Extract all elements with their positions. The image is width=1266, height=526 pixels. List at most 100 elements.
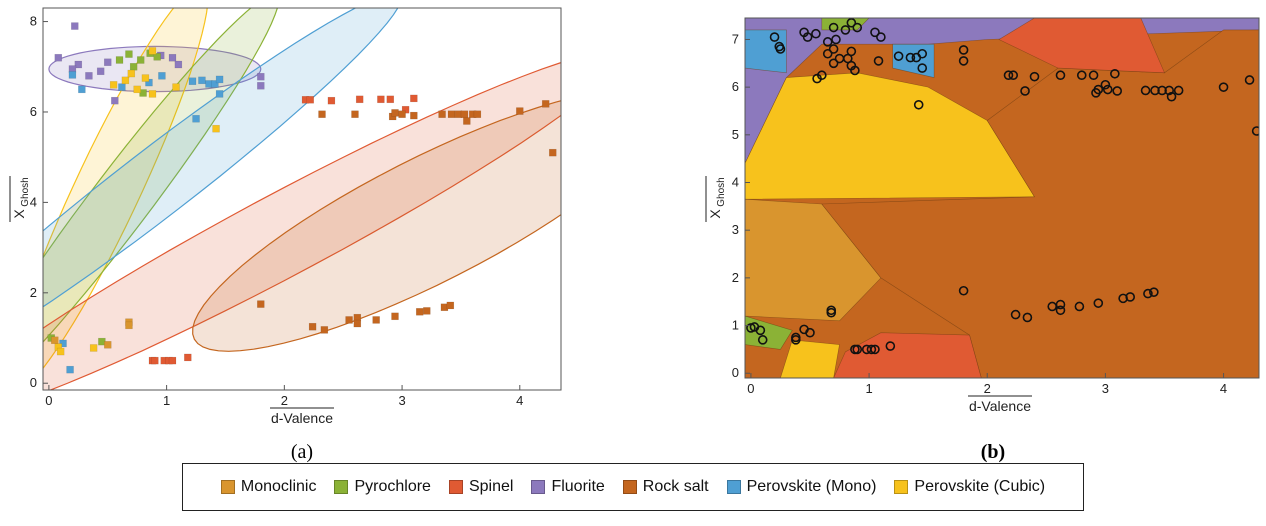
a-data-point [148,90,157,98]
a-data-point [351,110,359,118]
legend-item: Perovskite (Mono) [726,478,876,496]
a-data-point [51,336,59,345]
b-y-tick-label: 7 [732,31,739,46]
b-data-point [1140,85,1151,96]
panel-label-a: (a) [291,441,313,463]
legend-swatch [448,480,463,494]
b-data-point [1074,301,1085,312]
a-data-point [158,72,166,80]
b-data-point [917,63,928,73]
b-region-spinel [833,332,982,378]
legend-label: Fluorite [551,478,605,495]
a-data-point [188,77,197,85]
b-data-point [1100,79,1111,90]
a-data-point [410,111,418,120]
a-data-point [401,105,410,114]
a-data-point [89,344,98,352]
b-data-point [850,65,860,76]
b-data-point [1029,71,1040,82]
legend-item: Fluorite [531,478,605,496]
b-data-point [1110,68,1120,79]
b-data-point [1218,82,1229,92]
b-data-point [769,32,780,42]
b-data-point [1010,309,1021,320]
b-data-point [755,325,766,336]
a-y-tick-label: 4 [30,194,37,209]
b-data-point [822,48,833,59]
a-y-axis-label-sub: Ghosh [20,177,31,206]
b-data-point [828,58,839,69]
a-data-point [212,124,220,133]
b-data-point [1157,85,1167,96]
b-x-axis-label: d-Valence [969,398,1031,414]
b-x-tick-label: 1 [865,381,872,396]
a-data-point [168,356,177,365]
a-plot-frame [42,7,562,391]
b-data-point [1093,84,1104,95]
b-region-monoclinic [745,198,882,322]
a-x-tick-label: 3 [398,393,405,408]
b-y-axis-label-x: X [707,209,723,219]
a-data-point [463,117,471,125]
b-x-tick-label: 4 [1220,381,1227,396]
b-data-point [1149,287,1159,297]
b-data-point [831,34,841,45]
a-data-point [473,110,482,118]
b-data-point [1173,85,1184,96]
a-data-point [109,81,118,89]
b-data-point [1244,75,1255,85]
a-ellipse-perovskite-mono- [43,8,399,308]
a-data-point [115,56,124,64]
a-data-point [257,300,265,308]
legend-label: Perovskite (Cubic) [914,478,1046,495]
a-data-point [516,107,524,115]
a-x-tick-label: 0 [45,393,52,408]
a-data-point [141,74,150,82]
legend-item: Spinel [448,478,513,496]
b-x-tick-label: 2 [984,381,991,396]
a-data-point [192,115,200,123]
a-data-point [215,75,224,84]
a-data-point [74,60,83,69]
a-data-point [447,110,456,118]
b-region-spinel [998,18,1165,74]
a-data-point [415,308,424,316]
a-data-point [111,96,119,105]
b-data-point [1125,292,1136,302]
a-data-point [125,321,133,330]
a-data-point [198,76,206,85]
b-y-tick-label: 2 [732,270,739,285]
a-data-point [353,319,362,328]
a-data-point [104,58,112,66]
b-data-point [905,52,916,63]
b-data-point [1102,84,1113,95]
legend-label: Monoclinic [240,478,317,495]
b-data-point [1076,70,1087,81]
b-y-axis: 0 1 2 3 4 5 6 7 [732,31,750,380]
b-data-point [1166,91,1177,102]
a-y-tick-label: 6 [30,104,37,119]
a-data-point [372,316,380,324]
b-data-point [1020,86,1030,96]
a-data-point [129,63,138,71]
legend-swatch [726,480,741,494]
b-data-point [866,344,877,355]
b-region-perovskite-mono- [745,29,787,74]
b-data-point [828,22,839,33]
b-x-axis: 0 1 2 3 4 [747,373,1227,396]
a-data-point [151,356,159,365]
a-ellipse-layer [43,8,561,390]
a-ellipse-rock-salt [192,100,561,352]
a-data-point [145,78,153,87]
a-data-point [327,96,336,105]
a-x-tick-label: 2 [281,393,288,408]
b-data-point [1022,312,1033,323]
a-data-point [85,72,93,80]
a-data-point [306,96,314,104]
a-data-point [104,341,112,349]
b-data-point [1164,85,1174,96]
a-data-point [172,83,180,91]
b-data-point [1008,70,1019,81]
b-data-point [870,27,880,38]
